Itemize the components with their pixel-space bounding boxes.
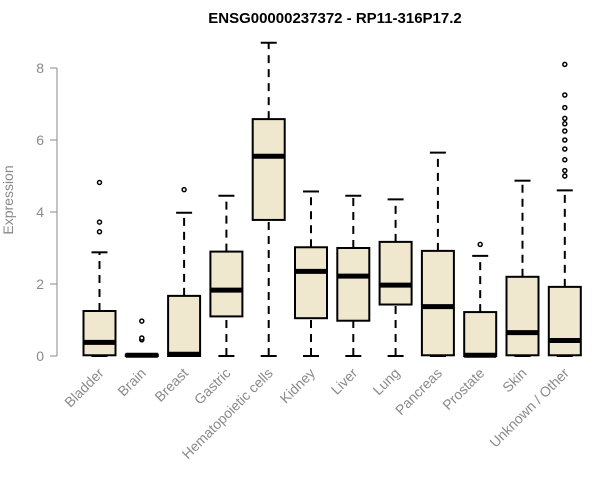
boxes: [82, 41, 582, 358]
x-tick-label: Lung: [369, 365, 402, 398]
y-axis-label: Expression: [0, 165, 16, 234]
box-iqr: [547, 285, 582, 357]
y-tick-label: 2: [36, 276, 44, 292]
outlier-point: [562, 157, 568, 163]
x-tick-label: Breast: [151, 365, 191, 405]
box-bladder: [82, 179, 117, 357]
outlier-point: [562, 128, 568, 134]
box-hematopoietic-cells: [251, 41, 286, 357]
box-iqr: [294, 246, 328, 320]
y-tick-label: 0: [36, 348, 44, 364]
box-iqr: [463, 311, 498, 357]
outlier-point: [96, 179, 103, 186]
x-tick-label: Brain: [114, 365, 148, 399]
x-tick-label: Bladder: [61, 365, 107, 411]
box-liver: [336, 194, 371, 357]
outlier-point: [562, 167, 568, 174]
outlier-point: [562, 92, 568, 98]
box-iqr: [209, 250, 244, 318]
box-lung: [378, 198, 413, 357]
box-unknown-other: [547, 61, 582, 357]
box-breast: [167, 186, 202, 358]
outlier-point: [139, 335, 145, 341]
outlier-point: [562, 104, 568, 111]
box-kidney: [294, 190, 328, 357]
outlier-point: [562, 137, 568, 143]
outlier-point: [96, 219, 103, 225]
box-iqr: [336, 247, 371, 322]
outlier-point: [181, 186, 187, 193]
box-pancreas: [420, 151, 455, 357]
outlier-point: [562, 121, 568, 127]
box-iqr: [82, 310, 117, 357]
y-axis: 0 2 4 6 8: [36, 60, 58, 364]
box-skin: [505, 179, 540, 357]
x-tick-label: Kidney: [277, 365, 319, 407]
y-tick-label: 4: [36, 204, 44, 220]
box-prostate: [463, 241, 498, 358]
box-iqr: [167, 294, 202, 358]
box-iqr: [420, 249, 455, 357]
x-tick-label: Prostate: [439, 365, 487, 413]
outlier-point: [562, 173, 568, 179]
x-tick-label: Pancreas: [392, 365, 445, 418]
chart-title: ENSG00000237372 - RP11-316P17.2: [208, 10, 462, 27]
outlier-point: [139, 318, 145, 324]
box-iqr: [378, 240, 413, 306]
x-tick-label: Liver: [328, 365, 361, 398]
box-iqr: [505, 275, 540, 357]
y-tick-label: 6: [36, 132, 44, 148]
outlier-point: [96, 229, 103, 235]
box-gastric: [209, 194, 244, 357]
outlier-point: [562, 115, 568, 122]
x-tick-label: Unknown / Other: [486, 365, 572, 451]
outlier-point: [562, 146, 568, 152]
x-tick-label: Skin: [499, 365, 530, 396]
box-iqr: [251, 118, 286, 221]
box-brain: [124, 318, 159, 358]
y-tick-label: 8: [36, 60, 44, 76]
outlier-point: [562, 61, 568, 68]
outlier-point: [477, 241, 483, 248]
